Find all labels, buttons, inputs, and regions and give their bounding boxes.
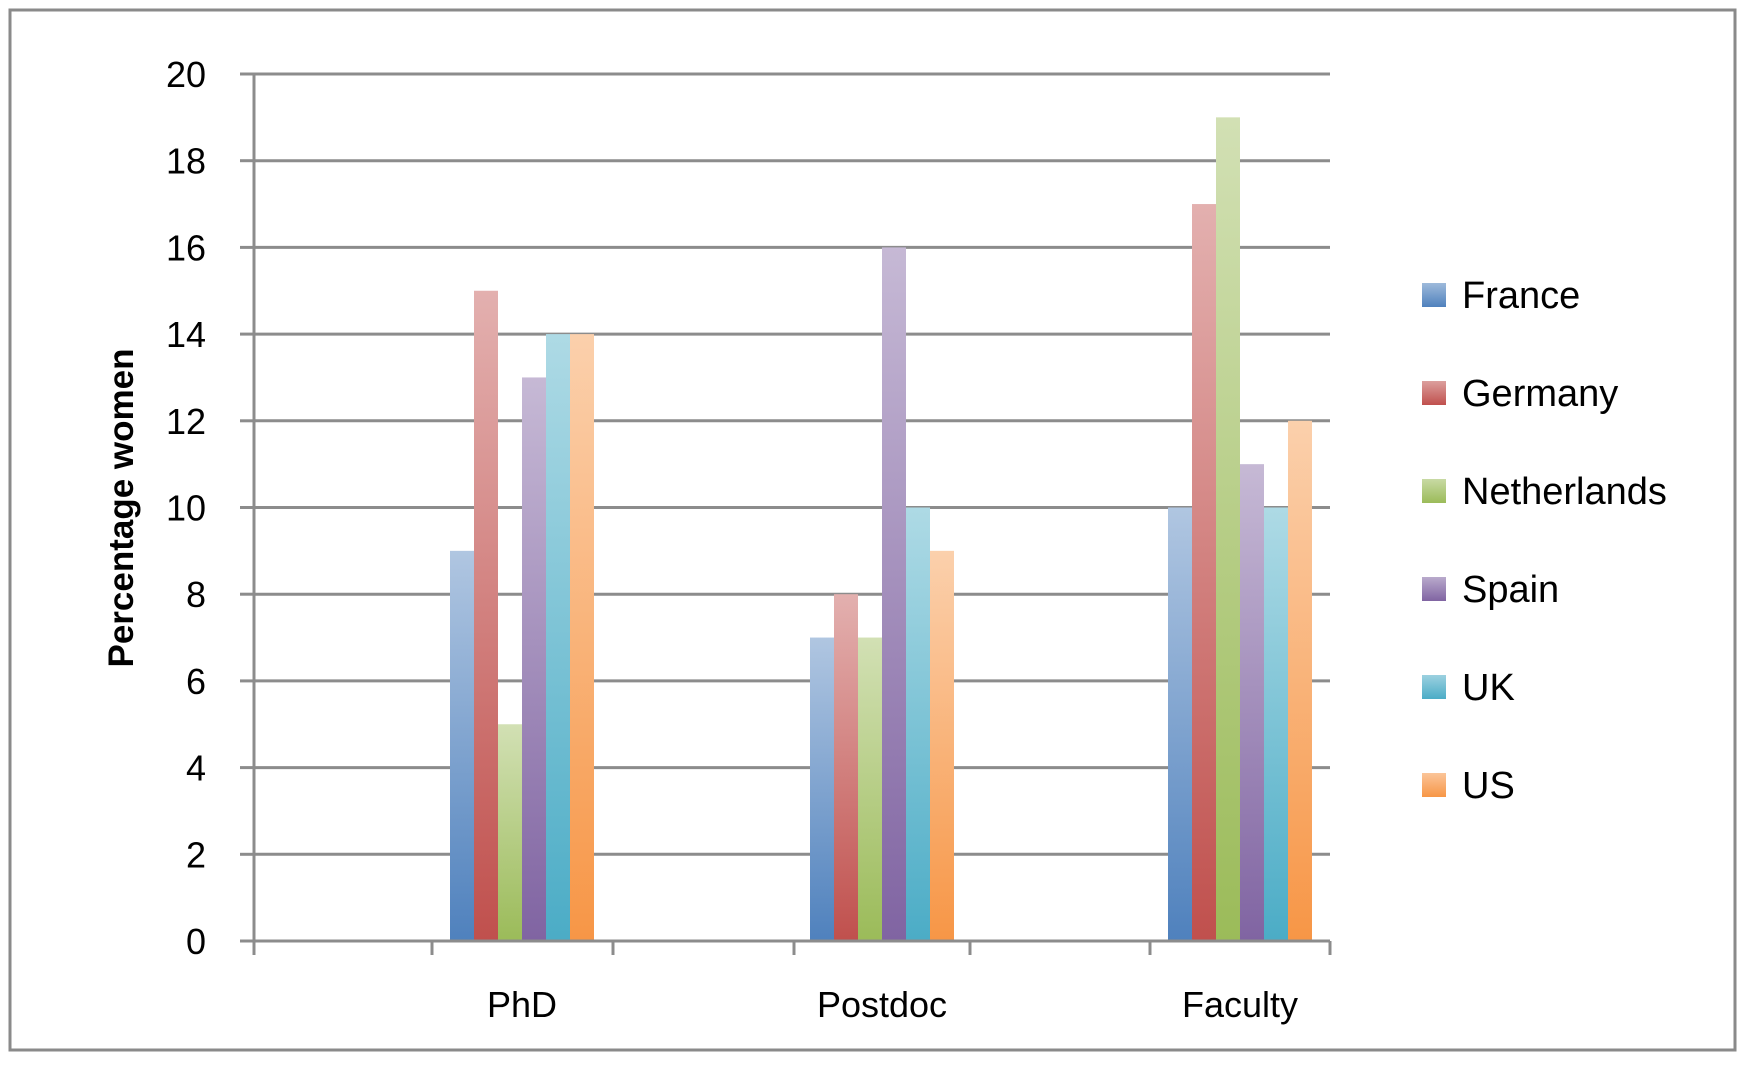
y-tick-label: 18 bbox=[166, 141, 206, 182]
y-tick-label: 12 bbox=[166, 401, 206, 442]
y-tick-label: 10 bbox=[166, 488, 206, 529]
y-tick-label: 2 bbox=[186, 834, 206, 875]
bars bbox=[450, 117, 1312, 942]
legend-label-germany: Germany bbox=[1462, 373, 1618, 415]
y-tick-label: 14 bbox=[166, 314, 206, 355]
bar-germany-postdoc bbox=[834, 594, 858, 941]
bar-uk-faculty bbox=[1264, 507, 1288, 941]
legend-label-france: France bbox=[1462, 275, 1580, 317]
legend-label-netherlands: Netherlands bbox=[1462, 471, 1667, 513]
bar-us-postdoc bbox=[930, 550, 954, 941]
bar-us-phd bbox=[570, 334, 594, 942]
bar-spain-postdoc bbox=[882, 247, 906, 941]
bar-france-postdoc bbox=[810, 637, 834, 941]
y-axis-label: Percentage women bbox=[102, 349, 141, 668]
legend-swatch-spain bbox=[1422, 577, 1446, 601]
y-tick-label: 8 bbox=[186, 574, 206, 615]
bar-netherlands-postdoc bbox=[858, 637, 882, 941]
y-tick-label: 0 bbox=[186, 921, 206, 962]
legend-label-us: US bbox=[1462, 765, 1515, 807]
y-tick-label: 6 bbox=[186, 661, 206, 702]
legend: France Germany Netherlands Spain UK US bbox=[1422, 275, 1667, 807]
bar-uk-postdoc bbox=[906, 507, 930, 941]
bar-uk-phd bbox=[546, 334, 570, 942]
x-tick-label: PhD bbox=[487, 984, 557, 1025]
legend-swatch-uk bbox=[1422, 675, 1446, 699]
legend-swatch-france bbox=[1422, 283, 1446, 307]
bar-germany-faculty bbox=[1192, 204, 1216, 942]
legend-swatch-us bbox=[1422, 773, 1446, 797]
legend-swatch-netherlands bbox=[1422, 479, 1446, 503]
bar-us-faculty bbox=[1288, 420, 1312, 941]
bar-germany-phd bbox=[474, 290, 498, 941]
bar-spain-faculty bbox=[1240, 464, 1264, 941]
bar-netherlands-faculty bbox=[1216, 117, 1240, 942]
legend-label-spain: Spain bbox=[1462, 569, 1559, 611]
y-tick-label: 20 bbox=[166, 54, 206, 95]
bar-france-faculty bbox=[1168, 507, 1192, 941]
y-tick-label: 4 bbox=[186, 748, 206, 789]
axes: 0 2 4 6 8 10 12 14 16 18 20 PhD Postdoc Faculty bbox=[166, 54, 1332, 1025]
x-tick-label: Faculty bbox=[1182, 984, 1298, 1025]
bar-netherlands-phd bbox=[498, 724, 522, 941]
bar-france-phd bbox=[450, 550, 474, 941]
legend-label-uk: UK bbox=[1462, 667, 1515, 709]
bar-spain-phd bbox=[522, 377, 546, 941]
y-tick-label: 16 bbox=[166, 227, 206, 268]
legend-swatch-germany bbox=[1422, 381, 1446, 405]
x-tick-label: Postdoc bbox=[817, 984, 947, 1025]
